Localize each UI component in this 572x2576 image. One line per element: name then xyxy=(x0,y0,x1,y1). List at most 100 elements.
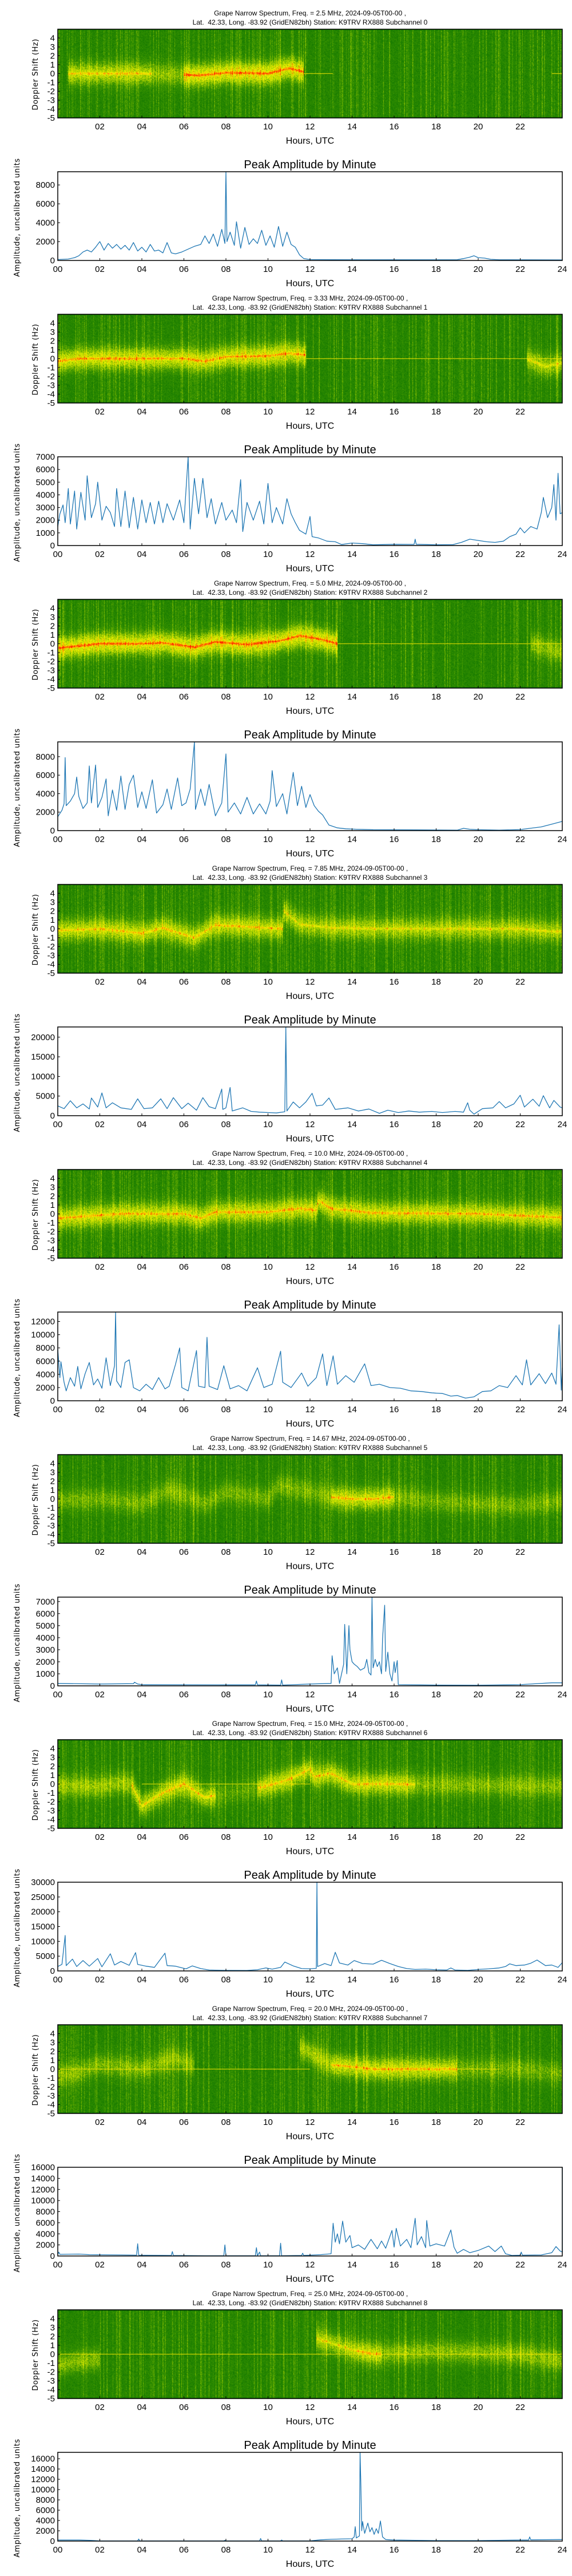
x-tick-label: 22 xyxy=(515,1975,525,1985)
x-tick-label: 16 xyxy=(390,264,399,274)
y-tick-label: -2 xyxy=(47,942,55,952)
amplitude-series-line xyxy=(57,1882,563,1971)
y-tick-label: -1 xyxy=(47,933,55,943)
y-axis-label: Amplitude, uncalibrated units xyxy=(13,2154,22,2272)
y-tick-label: 10000 xyxy=(31,1072,55,1081)
y-tick-label: 6000 xyxy=(36,1609,55,1619)
spectrogram-title-line1: Grape Narrow Spectrum, Freq. = 2.5 MHz, … xyxy=(214,9,406,17)
x-tick-label: 08 xyxy=(221,122,231,132)
x-tick-label: 00 xyxy=(53,1690,63,1700)
y-tick-label: -1 xyxy=(47,1788,55,1798)
x-tick-label: 16 xyxy=(390,1547,399,1557)
x-tick-label: 10 xyxy=(263,122,273,132)
x-tick-label: 10 xyxy=(263,407,273,417)
y-tick-label: 6000 xyxy=(36,771,55,780)
x-tick-label: 12 xyxy=(305,1262,315,1272)
y-tick-label: -1 xyxy=(47,78,55,88)
x-tick-label: 22 xyxy=(515,122,525,132)
y-tick-label: 2000 xyxy=(36,1657,55,1667)
x-tick-label: 10 xyxy=(263,2545,273,2555)
y-tick-label: 12000 xyxy=(31,1317,55,1327)
x-tick-label: 06 xyxy=(179,2403,189,2412)
x-tick-label: 08 xyxy=(221,1262,231,1272)
amplitude-title: Peak Amplitude by Minute xyxy=(244,444,376,456)
x-tick-label: 22 xyxy=(515,1262,525,1272)
y-tick-label: 2000 xyxy=(36,237,55,247)
y-tick-label: 3000 xyxy=(36,1645,55,1655)
spectrogram-heatmap xyxy=(58,1455,562,1543)
x-tick-label: 04 xyxy=(137,122,147,132)
x-tick-label: 16 xyxy=(390,2260,399,2270)
x-tick-label: 04 xyxy=(137,1832,147,1842)
amplitude-series-line xyxy=(58,2452,563,2542)
y-tick-label: -2 xyxy=(47,2368,55,2377)
y-tick-label: 0 xyxy=(50,1396,55,1406)
x-axis-label: Hours, UTC xyxy=(286,1562,334,1571)
y-tick-label: 10000 xyxy=(31,1937,55,1946)
y-tick-label: 2 xyxy=(50,337,55,346)
y-tick-label: -4 xyxy=(47,1245,55,1255)
x-tick-label: 08 xyxy=(221,1547,231,1557)
y-tick-label: 2000 xyxy=(36,2241,55,2250)
x-tick-label: 16 xyxy=(390,977,399,987)
y-tick-label: 2000 xyxy=(36,808,55,817)
y-tick-label: 1 xyxy=(50,345,55,355)
y-tick-label: 0 xyxy=(50,1780,55,1789)
amplitude-title: Peak Amplitude by Minute xyxy=(244,729,376,741)
x-tick-label: 14 xyxy=(347,1405,357,1415)
y-tick-label: -1 xyxy=(47,1218,55,1228)
y-axis-label: Doppler Shift (Hz) xyxy=(31,1464,40,1536)
x-tick-label: 00 xyxy=(53,2260,63,2270)
spectrogram-frame xyxy=(57,1739,563,1829)
spectrogram-frame xyxy=(57,2024,563,2114)
x-axis-label: Hours, UTC xyxy=(286,2132,334,2142)
spectrogram-frame xyxy=(57,1169,563,1259)
y-tick-label: 0 xyxy=(50,826,55,836)
amplitude-plot-area xyxy=(58,1597,562,1686)
x-tick-label: 06 xyxy=(179,2117,189,2127)
y-tick-label: 14000 xyxy=(31,2174,55,2183)
x-axis-label: Hours, UTC xyxy=(286,1277,334,1286)
x-tick-label: 18 xyxy=(431,122,441,132)
x-tick-label: 04 xyxy=(137,1690,147,1700)
x-tick-label: 22 xyxy=(515,1405,525,1415)
y-tick-label: -3 xyxy=(47,2376,55,2386)
y-tick-label: -5 xyxy=(47,2394,55,2404)
x-tick-label: 20 xyxy=(474,2117,483,2127)
y-tick-label: 3 xyxy=(50,1183,55,1192)
x-tick-label: 24 xyxy=(558,2545,567,2555)
y-tick-label: 1 xyxy=(50,1200,55,1210)
x-tick-label: 10 xyxy=(263,1262,273,1272)
y-tick-label: 4000 xyxy=(36,1370,55,1380)
axes-overlay: 02 04 06 08 10 12 14 16 18 20 22-5-4-3-2-101234Hou… xyxy=(13,1454,567,1714)
panel-subchannel-2: Grape Narrow Spectrum, Freq. = 5.0 MHz, … xyxy=(0,571,572,859)
y-tick-label: 8000 xyxy=(36,752,55,762)
amplitude-series-line xyxy=(57,1311,563,1399)
y-axis-label: Amplitude, uncalibrated units xyxy=(13,2439,22,2557)
axes-overlay: 02 04 06 08 10 12 14 16 18 20 22-5-4-3-2-101234Hou… xyxy=(13,1739,567,1999)
amplitude-plot-area xyxy=(58,1882,562,1971)
x-tick-label: 04 xyxy=(137,977,147,987)
spectrogram-frame xyxy=(57,1454,563,1544)
axes-overlay: 02 04 06 08 10 12 14 16 18 20 22-5-4-3-2-101234Hou… xyxy=(13,1169,567,1429)
y-tick-label: 2 xyxy=(50,2047,55,2057)
x-tick-label: 10 xyxy=(263,1832,273,1842)
x-tick-label: 22 xyxy=(515,407,525,417)
y-tick-label: 15000 xyxy=(31,1922,55,1932)
y-tick-label: 6000 xyxy=(36,2218,55,2228)
x-tick-label: 02 xyxy=(95,977,105,987)
x-tick-label: 06 xyxy=(179,977,189,987)
x-tick-label: 16 xyxy=(390,2545,399,2555)
y-tick-label: 3 xyxy=(50,898,55,907)
x-tick-label: 04 xyxy=(137,407,147,417)
x-tick-label: 20 xyxy=(474,1262,483,1272)
spectrogram-title-line2: Lat. 42.33, Long. -83.92 (GridEN82bh) St… xyxy=(192,2014,428,2022)
spectrogram-title-line2: Lat. 42.33, Long. -83.92 (GridEN82bh) St… xyxy=(192,1444,428,1452)
x-tick-label: 14 xyxy=(347,550,357,559)
y-tick-label: -4 xyxy=(47,390,55,400)
y-tick-label: 2 xyxy=(50,1762,55,1772)
x-tick-label: 10 xyxy=(263,1975,273,1985)
y-tick-label: -3 xyxy=(47,96,55,105)
y-tick-label: 0 xyxy=(50,2350,55,2360)
x-tick-label: 08 xyxy=(221,264,231,274)
